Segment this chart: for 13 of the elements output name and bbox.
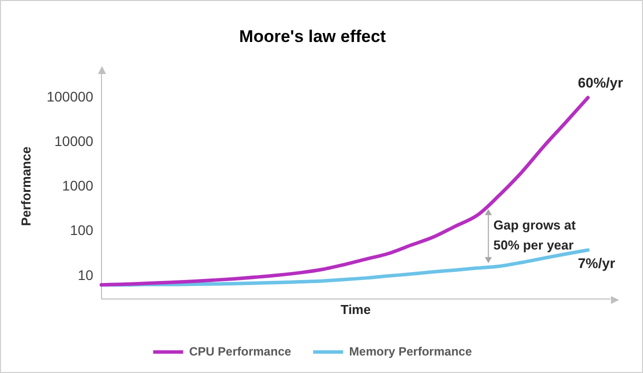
y-tick-label: 100000 xyxy=(46,88,94,105)
x-axis-title: Time xyxy=(340,302,371,317)
y-tick-label: 10 xyxy=(78,266,94,283)
legend-label: Memory Performance xyxy=(349,344,472,358)
y-tick-label: 10000 xyxy=(54,133,94,150)
y-tick-label: 1000 xyxy=(62,178,94,194)
legend-label: CPU Performance xyxy=(189,344,292,358)
y-axis-title: Performance xyxy=(18,146,34,226)
chart-title: Moore's law effect xyxy=(239,26,386,46)
annotation: 60%/yr xyxy=(578,74,624,91)
annotation: Gap grows at 50% per year xyxy=(493,218,576,253)
annotation: 7%/yr xyxy=(578,254,616,271)
y-tick-label: 100 xyxy=(70,222,94,238)
